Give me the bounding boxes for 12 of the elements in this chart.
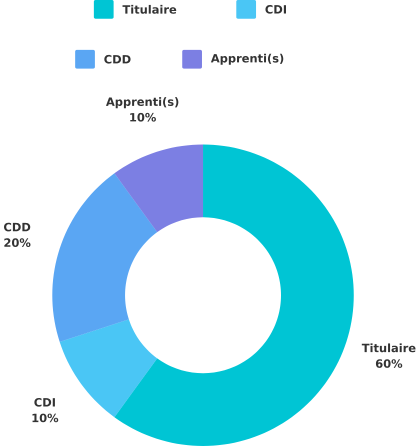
slice-label: CDD (4, 222, 30, 232)
slice-label: Titulaire (362, 343, 416, 352)
legend-label: Titulaire (122, 4, 176, 14)
data-label: 10% (32, 414, 58, 422)
data-label: 20% (4, 238, 31, 247)
legend-label: CDD (104, 54, 131, 64)
data-label: 10% (130, 112, 156, 122)
data-label: 60% (376, 359, 402, 368)
legend-label: CDI (266, 5, 286, 14)
slice-label: CDI (34, 398, 56, 407)
legend-label: Apprenti(s) (211, 54, 284, 65)
slice-label: Apprenti(s) (106, 97, 179, 108)
